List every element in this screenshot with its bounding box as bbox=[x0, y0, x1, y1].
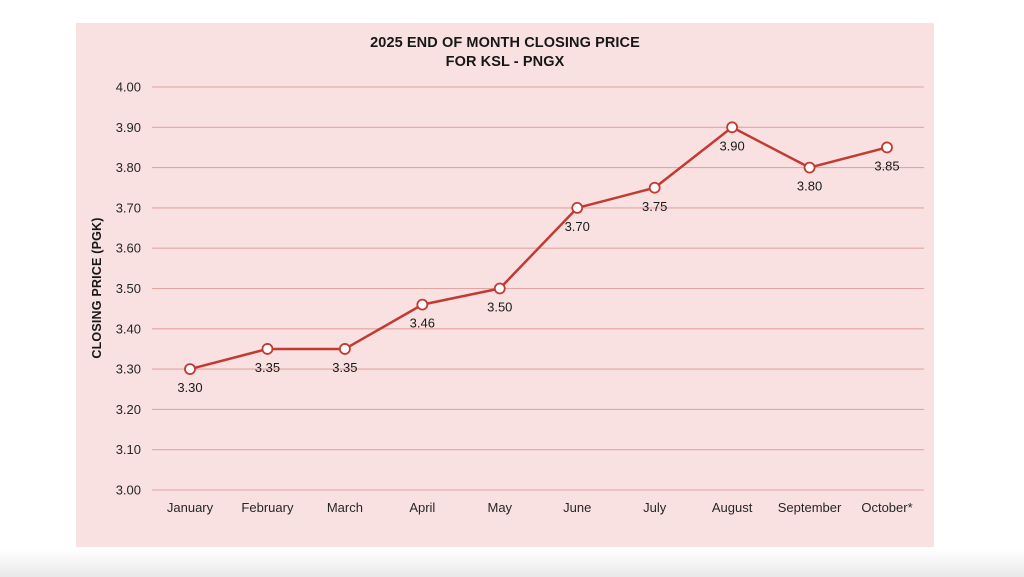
y-tick-label: 4.00 bbox=[116, 80, 141, 95]
data-point-label: 3.35 bbox=[332, 360, 357, 375]
data-point-marker bbox=[648, 181, 661, 194]
y-tick-label: 3.00 bbox=[116, 483, 141, 498]
chart-title-line-2: FOR KSL - PNGX bbox=[445, 54, 565, 70]
data-point-label: 3.70 bbox=[565, 219, 590, 234]
data-point-marker bbox=[571, 201, 584, 214]
y-tick-label: 3.60 bbox=[116, 241, 141, 256]
data-point-marker bbox=[416, 298, 429, 311]
data-point-marker bbox=[881, 141, 893, 154]
x-tick-label: July bbox=[643, 500, 667, 515]
data-point-marker bbox=[338, 343, 351, 355]
x-tick-label: February bbox=[241, 500, 294, 515]
y-tick-label: 3.40 bbox=[116, 321, 141, 336]
chart-title: 2025 END OF MONTH CLOSING PRICE FOR KSL … bbox=[76, 34, 934, 72]
y-tick-label: 3.20 bbox=[116, 402, 141, 417]
data-point-marker bbox=[803, 161, 816, 174]
series-line bbox=[188, 126, 889, 371]
data-point-label: 3.46 bbox=[410, 316, 435, 331]
data-point-marker bbox=[184, 363, 196, 376]
x-tick-label: March bbox=[327, 500, 363, 515]
x-tick-label: August bbox=[712, 500, 753, 515]
x-tick-label: January bbox=[167, 500, 214, 515]
y-tick-label: 3.90 bbox=[116, 120, 141, 135]
y-tick-label: 3.80 bbox=[116, 160, 141, 175]
data-point-label: 3.30 bbox=[177, 380, 202, 395]
x-tick-label: October* bbox=[861, 500, 912, 515]
data-point-label: 3.85 bbox=[874, 158, 899, 173]
line-chart: 3.00 3.10 3.20 3.30 3.40 3.50 3.60 3.70 3.80 3.90… bbox=[116, 80, 924, 515]
bottom-fade bbox=[0, 549, 1024, 577]
y-tick-label: 3.10 bbox=[116, 442, 141, 457]
data-point-marker bbox=[261, 343, 274, 355]
data-point-label: 3.80 bbox=[797, 179, 822, 194]
data-point-label: 3.50 bbox=[487, 300, 512, 315]
data-point-label: 3.35 bbox=[255, 360, 280, 375]
y-tick-label: 3.50 bbox=[116, 281, 141, 296]
data-point-marker bbox=[493, 282, 506, 295]
x-tick-label: September bbox=[778, 500, 842, 515]
data-point-label: 3.90 bbox=[719, 138, 744, 153]
data-point-label: 3.75 bbox=[642, 199, 667, 214]
chart-title-line-1: 2025 END OF MONTH CLOSING PRICE bbox=[370, 35, 640, 51]
x-tick-label: May bbox=[487, 500, 512, 515]
x-tick-label: April bbox=[409, 500, 435, 515]
chart-panel: 2025 END OF MONTH CLOSING PRICE FOR KSL … bbox=[76, 23, 934, 547]
y-tick-label: 3.30 bbox=[116, 362, 141, 377]
x-tick-label: June bbox=[563, 500, 591, 515]
y-tick-label: 3.70 bbox=[116, 200, 141, 215]
data-point-marker bbox=[726, 121, 739, 134]
